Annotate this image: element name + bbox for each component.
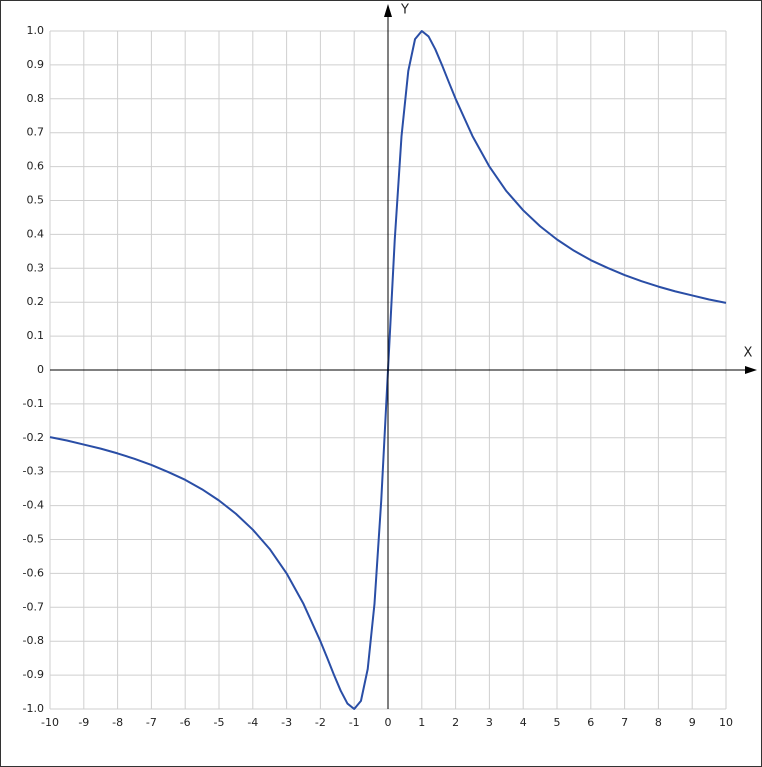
y-tick-label: 0.8: [27, 92, 45, 105]
x-tick-label: -5: [214, 716, 225, 729]
x-tick-label: -2: [315, 716, 326, 729]
x-axis-label: X: [744, 346, 753, 361]
y-tick-label: 0: [37, 363, 44, 376]
x-tick-label: 3: [486, 716, 493, 729]
y-tick-label: -1.0: [23, 702, 44, 715]
y-tick-label: 0.7: [27, 126, 45, 139]
y-tick-label: 0.5: [27, 194, 45, 207]
y-tick-label: 0.4: [27, 227, 45, 240]
y-tick-label: 0.1: [27, 329, 45, 342]
x-tick-label: -1: [349, 716, 360, 729]
x-tick-label: 8: [655, 716, 662, 729]
y-tick-label: -0.7: [23, 600, 44, 613]
y-tick-label: -0.9: [23, 668, 44, 681]
y-tick-label: 0.6: [27, 160, 45, 173]
x-tick-label: 4: [520, 716, 527, 729]
y-tick-label: -0.2: [23, 431, 44, 444]
y-tick-label: -0.5: [23, 533, 44, 546]
y-tick-label: 0.9: [27, 58, 45, 71]
y-tick-label: -0.6: [23, 566, 44, 579]
y-axis-arrow: [384, 4, 392, 17]
x-tick-label: -4: [247, 716, 258, 729]
x-tick-label: 6: [587, 716, 594, 729]
x-tick-label: -8: [112, 716, 123, 729]
x-tick-label: -7: [146, 716, 157, 729]
x-axis-arrow: [745, 366, 757, 374]
y-tick-label: 0.3: [27, 261, 45, 274]
x-tick-label: -6: [180, 716, 191, 729]
y-tick-label: -0.3: [23, 465, 44, 478]
x-tick-label: -10: [41, 716, 59, 729]
y-tick-label: -0.1: [23, 397, 44, 410]
y-axis-label: Y: [400, 3, 409, 18]
x-tick-label: 9: [689, 716, 696, 729]
y-tick-label: -0.4: [23, 499, 44, 512]
y-tick-label: 1.0: [27, 24, 45, 37]
x-tick-label: 0: [385, 716, 392, 729]
x-tick-label: -3: [281, 716, 292, 729]
y-tick-label: -0.8: [23, 634, 44, 647]
x-tick-label: 5: [554, 716, 561, 729]
y-tick-label: 0.2: [27, 295, 45, 308]
x-tick-label: 2: [452, 716, 459, 729]
x-tick-label: -9: [78, 716, 89, 729]
x-tick-label: 1: [418, 716, 425, 729]
x-tick-label: 10: [719, 716, 733, 729]
x-tick-label: 7: [621, 716, 628, 729]
